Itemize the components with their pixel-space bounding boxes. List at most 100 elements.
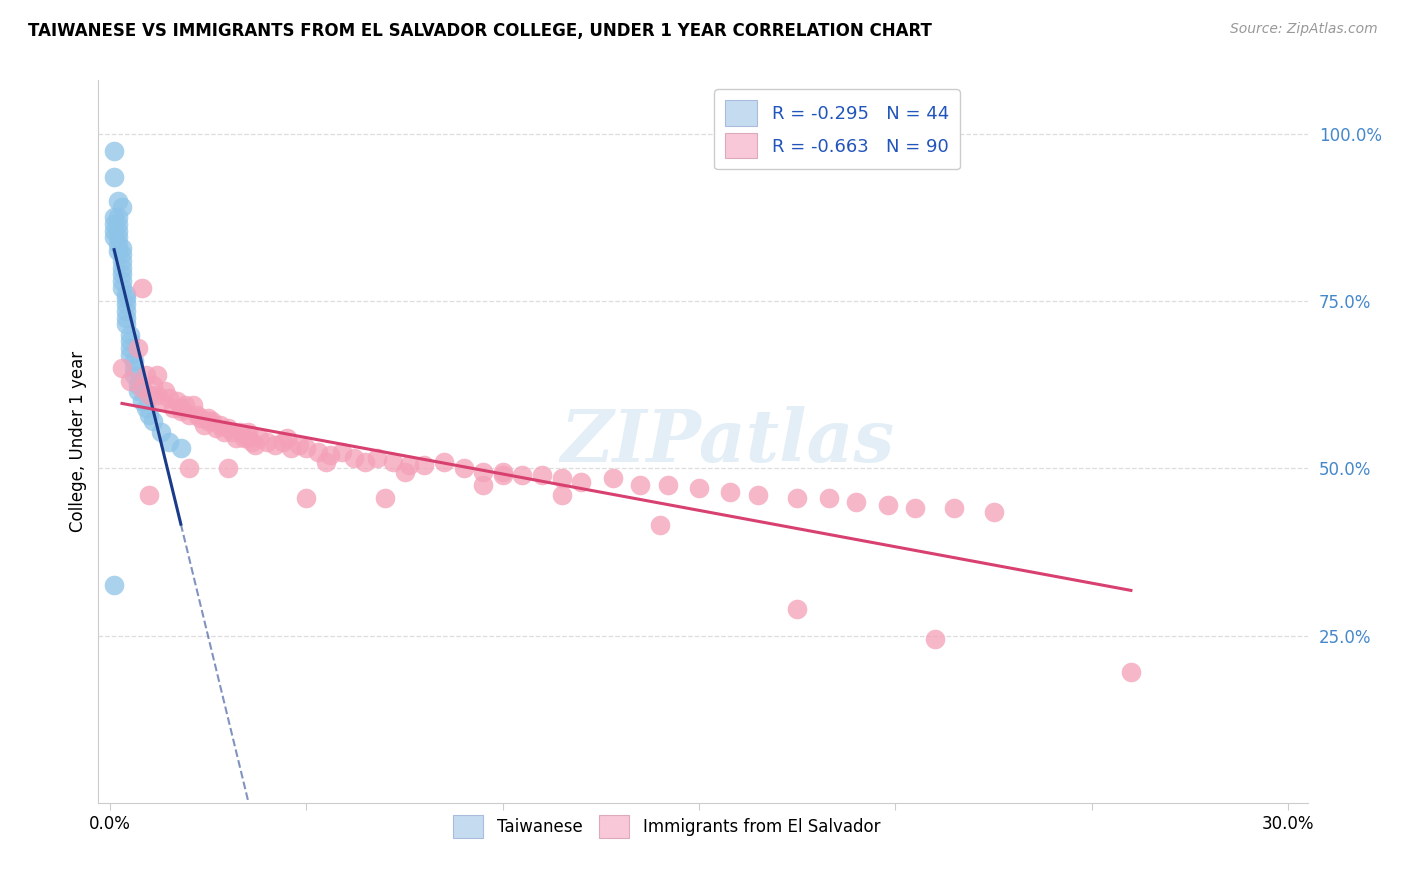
Point: [111, 254, 134, 268]
Point: [122, 354, 145, 368]
Point: [550, 488, 572, 502]
Point: [212, 425, 235, 439]
Point: [217, 421, 239, 435]
Point: [131, 381, 153, 395]
Point: [146, 368, 169, 382]
Point: [138, 408, 160, 422]
Point: [170, 442, 193, 455]
Point: [276, 431, 298, 445]
Point: [315, 455, 337, 469]
Point: [330, 444, 353, 458]
Point: [122, 368, 145, 382]
Point: [256, 434, 278, 449]
Point: [287, 438, 309, 452]
Point: [157, 391, 180, 405]
Point: [107, 194, 129, 208]
Point: [433, 455, 456, 469]
Point: [111, 281, 134, 295]
Point: [354, 455, 377, 469]
Point: [225, 431, 247, 445]
Point: [342, 451, 364, 466]
Point: [166, 394, 188, 409]
Point: [472, 465, 495, 479]
Point: [170, 404, 193, 418]
Point: [103, 170, 125, 185]
Point: [107, 237, 129, 252]
Point: [657, 478, 679, 492]
Point: [786, 491, 808, 506]
Point: [221, 425, 243, 439]
Point: [103, 224, 125, 238]
Point: [413, 458, 436, 472]
Text: TAIWANESE VS IMMIGRANTS FROM EL SALVADOR COLLEGE, UNDER 1 YEAR CORRELATION CHART: TAIWANESE VS IMMIGRANTS FROM EL SALVADOR…: [28, 22, 932, 40]
Point: [177, 461, 200, 475]
Point: [127, 341, 149, 355]
Point: [569, 475, 592, 489]
Point: [229, 425, 252, 439]
Point: [271, 434, 294, 449]
Point: [307, 444, 329, 458]
Point: [107, 211, 129, 225]
Point: [103, 144, 125, 158]
Point: [190, 411, 212, 425]
Point: [295, 442, 318, 455]
Point: [943, 501, 966, 516]
Point: [103, 230, 125, 244]
Point: [111, 260, 134, 275]
Point: [381, 455, 404, 469]
Point: [142, 414, 165, 429]
Point: [111, 201, 134, 215]
Point: [107, 224, 129, 238]
Point: [111, 247, 134, 261]
Point: [111, 241, 134, 255]
Point: [374, 491, 396, 506]
Point: [453, 461, 475, 475]
Point: [747, 488, 769, 502]
Point: [118, 348, 141, 362]
Point: [197, 411, 219, 425]
Point: [193, 417, 215, 432]
Point: [177, 408, 200, 422]
Point: [264, 438, 287, 452]
Point: [131, 394, 153, 409]
Point: [394, 465, 416, 479]
Point: [111, 274, 134, 288]
Point: [115, 304, 138, 318]
Point: [319, 448, 342, 462]
Point: [138, 387, 160, 401]
Point: [107, 244, 129, 258]
Point: [648, 518, 671, 533]
Point: [786, 602, 808, 616]
Point: [904, 501, 927, 516]
Point: [111, 361, 134, 376]
Point: [245, 438, 267, 452]
Point: [817, 491, 839, 506]
Point: [602, 471, 624, 485]
Point: [127, 384, 149, 399]
Point: [550, 471, 572, 485]
Point: [146, 387, 169, 401]
Point: [153, 384, 176, 399]
Text: ZIPatlas: ZIPatlas: [560, 406, 894, 477]
Point: [186, 408, 208, 422]
Point: [209, 417, 232, 432]
Point: [492, 465, 515, 479]
Point: [512, 467, 534, 482]
Point: [162, 401, 184, 416]
Point: [118, 327, 141, 342]
Point: [295, 491, 318, 506]
Point: [236, 431, 259, 445]
Point: [924, 632, 946, 646]
Point: [472, 478, 495, 492]
Point: [157, 434, 180, 449]
Point: [173, 398, 195, 412]
Point: [232, 431, 254, 445]
Point: [115, 318, 138, 332]
Point: [118, 375, 141, 389]
Point: [845, 494, 868, 508]
Point: [118, 341, 141, 355]
Point: [107, 217, 129, 231]
Point: [205, 421, 228, 435]
Point: [115, 291, 138, 305]
Point: [181, 398, 204, 412]
